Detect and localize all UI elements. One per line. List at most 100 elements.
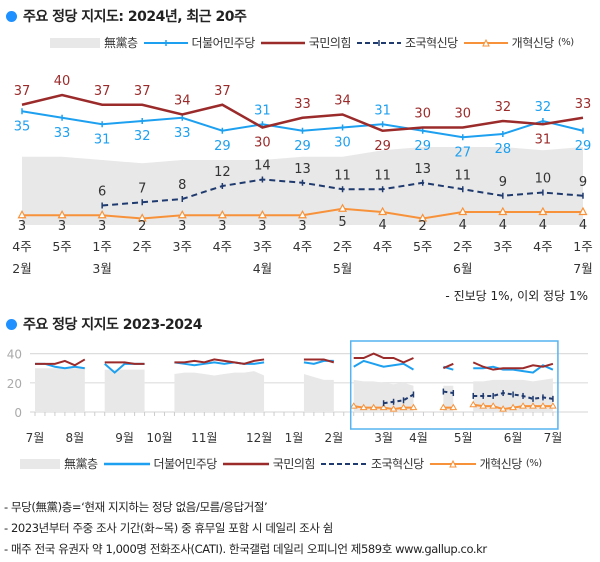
legend-label: 無黨층 <box>64 457 98 471</box>
footer-note: - 무당(無黨)층=‘현재 지지하는 정당 없음/모름/응답거절’ <box>4 500 268 514</box>
data-label-ppp: 34 <box>174 94 191 109</box>
point-reform <box>449 403 458 411</box>
data-label-ppp: 34 <box>334 94 351 109</box>
legend-line-reform-icon <box>429 459 476 467</box>
data-label-rk: 14 <box>254 159 271 174</box>
point-reform <box>538 206 548 216</box>
line-rk <box>383 393 414 405</box>
x-tick-month: 4월 <box>253 261 272 276</box>
data-label-dp: 32 <box>535 100 552 115</box>
line-ppp <box>472 361 554 371</box>
bullet-icon <box>6 10 17 22</box>
x-tick-month: 4월 <box>409 431 428 445</box>
data-label-rk: 12 <box>214 165 231 180</box>
line-ppp <box>442 362 454 370</box>
area-none <box>104 369 145 412</box>
x-tick-month: 7월 <box>544 431 563 445</box>
bottom-chart-title-text: 주요 정당 지지도 2023-2024 <box>23 317 203 333</box>
data-label-ppp: 37 <box>14 84 31 99</box>
line-ppp <box>35 358 86 367</box>
legend-line-ppp-icon <box>222 462 269 465</box>
legend-label: 더불어민주당 <box>191 36 256 50</box>
y-tick-label: 40 <box>7 348 22 362</box>
data-label-dp: 29 <box>294 139 311 154</box>
data-label-reform: 2 <box>138 219 146 234</box>
data-label-reform: 5 <box>338 215 346 230</box>
area-none <box>353 379 414 412</box>
legend-line-dp-icon <box>103 462 150 465</box>
point-reform <box>539 402 547 409</box>
x-tick-month: 10월 <box>146 431 172 445</box>
data-label-rk: 11 <box>454 168 471 183</box>
x-tick-month: 6월 <box>504 431 523 445</box>
x-tick-month: 12월 <box>246 431 272 445</box>
data-label-ppp: 33 <box>575 97 592 112</box>
x-tick-month: 2월 <box>12 261 31 276</box>
data-label-rk: 13 <box>414 162 431 177</box>
legend-swatch-none <box>20 458 60 469</box>
x-tick-month: 9월 <box>115 431 134 445</box>
area-none <box>22 147 583 225</box>
point-reform <box>379 403 388 411</box>
point-reform <box>458 206 468 216</box>
data-label-dp: 30 <box>334 136 351 151</box>
x-tick-month: 3월 <box>92 261 111 276</box>
legend-unit: (%) <box>557 37 574 48</box>
point-reform <box>97 209 107 219</box>
line-dp <box>174 361 265 367</box>
y-tick-label: 20 <box>7 377 22 391</box>
area-none <box>174 371 265 412</box>
legend-unit: (%) <box>525 458 542 469</box>
legend-rk: 조국혁신당 <box>320 455 424 472</box>
x-tick-week: 5주 <box>52 239 71 254</box>
data-label-ppp: 30 <box>414 107 431 122</box>
x-tick-week: 5주 <box>413 239 432 254</box>
bottom-chart-title: 주요 정당 지지도 2023-2024 <box>6 314 203 334</box>
data-label-ppp: 30 <box>454 107 471 122</box>
data-label-ppp: 30 <box>254 136 271 151</box>
top-chart-note: - 진보당 1%, 이외 정당 1% <box>445 289 588 303</box>
data-label-reform: 3 <box>258 219 266 234</box>
legend-label: 無黨층 <box>104 36 138 50</box>
x-tick-month: 2월 <box>324 431 343 445</box>
legend-ppp: 국민의힘 <box>260 34 351 51</box>
data-label-dp: 29 <box>214 139 231 154</box>
data-label-reform: 3 <box>98 219 106 234</box>
x-tick-week: 2주 <box>132 239 151 254</box>
point-reform <box>479 402 488 409</box>
data-label-ppp: 37 <box>134 84 151 99</box>
point-reform <box>549 402 557 409</box>
footer-note: - 매주 전국 유권자 약 1,000명 전화조사(CATI). 한국갤럽 데일… <box>4 542 487 556</box>
data-label-rk: 9 <box>579 175 587 190</box>
top-legend: 無黨층 더불어민주당 국민의힘 조국혁신당 개혁신당 (%) <box>50 34 574 51</box>
data-label-dp: 28 <box>495 142 512 157</box>
point-reform <box>498 206 508 216</box>
x-tick-week: 4주 <box>293 239 312 254</box>
data-label-dp: 27 <box>454 145 471 160</box>
data-label-rk: 7 <box>138 181 146 196</box>
footer-notes: - 무당(無黨)층=‘현재 지지하는 정당 없음/모름/응답거절’ - 2023… <box>4 497 487 560</box>
legend-none: 無黨층 <box>50 34 138 51</box>
x-tick-week: 3주 <box>493 239 512 254</box>
area-none <box>35 368 85 412</box>
x-tick-week: 3주 <box>253 239 272 254</box>
x-tick-week: 2주 <box>333 239 352 254</box>
highlight-box <box>349 340 559 430</box>
data-label-reform: 3 <box>18 219 26 234</box>
legend-rk: 조국혁신당 <box>356 34 458 51</box>
point-reform <box>519 402 527 409</box>
x-tick-week: 4주 <box>373 239 392 254</box>
data-label-reform: 4 <box>378 218 386 233</box>
x-tick-month: 6월 <box>453 261 472 276</box>
point-reform <box>578 206 588 216</box>
data-label-reform: 4 <box>579 218 587 233</box>
data-label-rk: 9 <box>499 175 507 190</box>
data-label-dp: 32 <box>134 129 151 144</box>
line-ppp <box>21 93 584 133</box>
point-reform <box>389 405 398 412</box>
line-ppp <box>303 358 335 364</box>
point-reform <box>349 402 358 409</box>
data-label-rk: 11 <box>334 168 351 183</box>
data-label-rk: 13 <box>294 162 311 177</box>
point-reform <box>338 203 348 212</box>
